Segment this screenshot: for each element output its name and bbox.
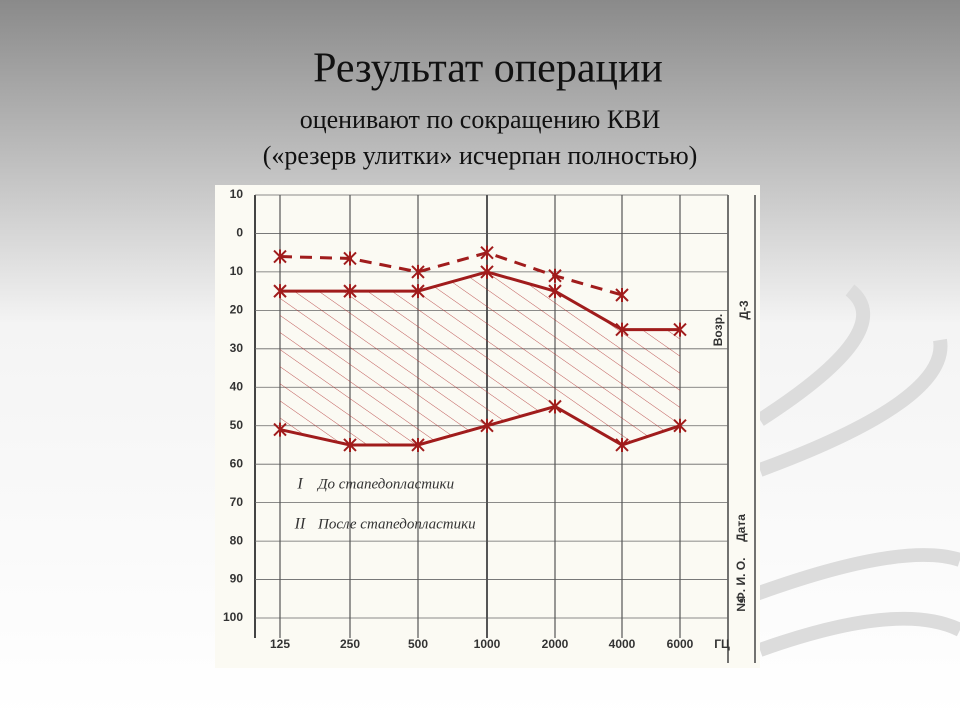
hatch-area (280, 271, 680, 445)
point-marker (480, 418, 494, 433)
point-marker (411, 284, 425, 299)
point-marker (615, 437, 629, 452)
point-marker (673, 418, 687, 433)
point-marker (411, 264, 425, 279)
y-tick-label: 80 (230, 533, 244, 547)
x-axis-label: ГЦ (714, 637, 730, 651)
side-label: Дата (734, 514, 748, 542)
y-tick-label: 60 (230, 456, 244, 470)
y-tick-label: 0 (236, 226, 243, 240)
y-tick-label: 90 (230, 572, 244, 586)
x-tick-label: 6000 (667, 637, 694, 651)
y-tick-label: 70 (230, 495, 244, 509)
y-tick-label: 100 (223, 610, 243, 624)
point-marker (673, 322, 687, 337)
point-marker (273, 284, 287, 299)
legend-label: После стапедопластики (317, 516, 476, 532)
point-marker (343, 284, 357, 299)
y-tick-label: 50 (230, 418, 244, 432)
x-tick-label: 500 (408, 637, 428, 651)
x-tick-label: 1000 (474, 637, 501, 651)
point-marker (548, 268, 562, 283)
subtitle: («резерв улитки» исчерпан полностью) (263, 141, 698, 170)
y-tick-label: 30 (230, 341, 244, 355)
point-marker (343, 251, 357, 266)
y-tick-label: 40 (230, 379, 244, 393)
point-marker (343, 437, 357, 452)
point-marker (411, 437, 425, 452)
legend-mark: II (294, 516, 306, 533)
subtitle: оценивают по сокращению КВИ (300, 105, 661, 134)
x-tick-label: 250 (340, 637, 360, 651)
side-label: Возр. (711, 314, 725, 346)
point-marker (273, 249, 287, 264)
point-marker (273, 422, 287, 437)
point-marker (480, 245, 494, 260)
decor-swooshes (737, 284, 960, 657)
x-tick-label: 4000 (609, 637, 636, 651)
point-marker (615, 322, 629, 337)
point-marker (480, 264, 494, 279)
x-tick-label: 125 (270, 637, 290, 651)
side-label: Д-3 (737, 300, 751, 320)
point-marker (615, 287, 629, 302)
point-marker (548, 284, 562, 299)
legend-mark: I (296, 476, 303, 493)
y-tick-label: 20 (230, 303, 244, 317)
x-tick-label: 2000 (542, 637, 569, 651)
side-label: Ф. И. О. (734, 558, 748, 603)
title: Результат операции (313, 46, 663, 92)
side-label: № (734, 598, 748, 611)
legend-label: До стапедопластики (316, 476, 454, 492)
y-tick-label: 10 (230, 187, 244, 201)
point-marker (548, 399, 562, 414)
y-tick-label: 10 (230, 264, 244, 278)
